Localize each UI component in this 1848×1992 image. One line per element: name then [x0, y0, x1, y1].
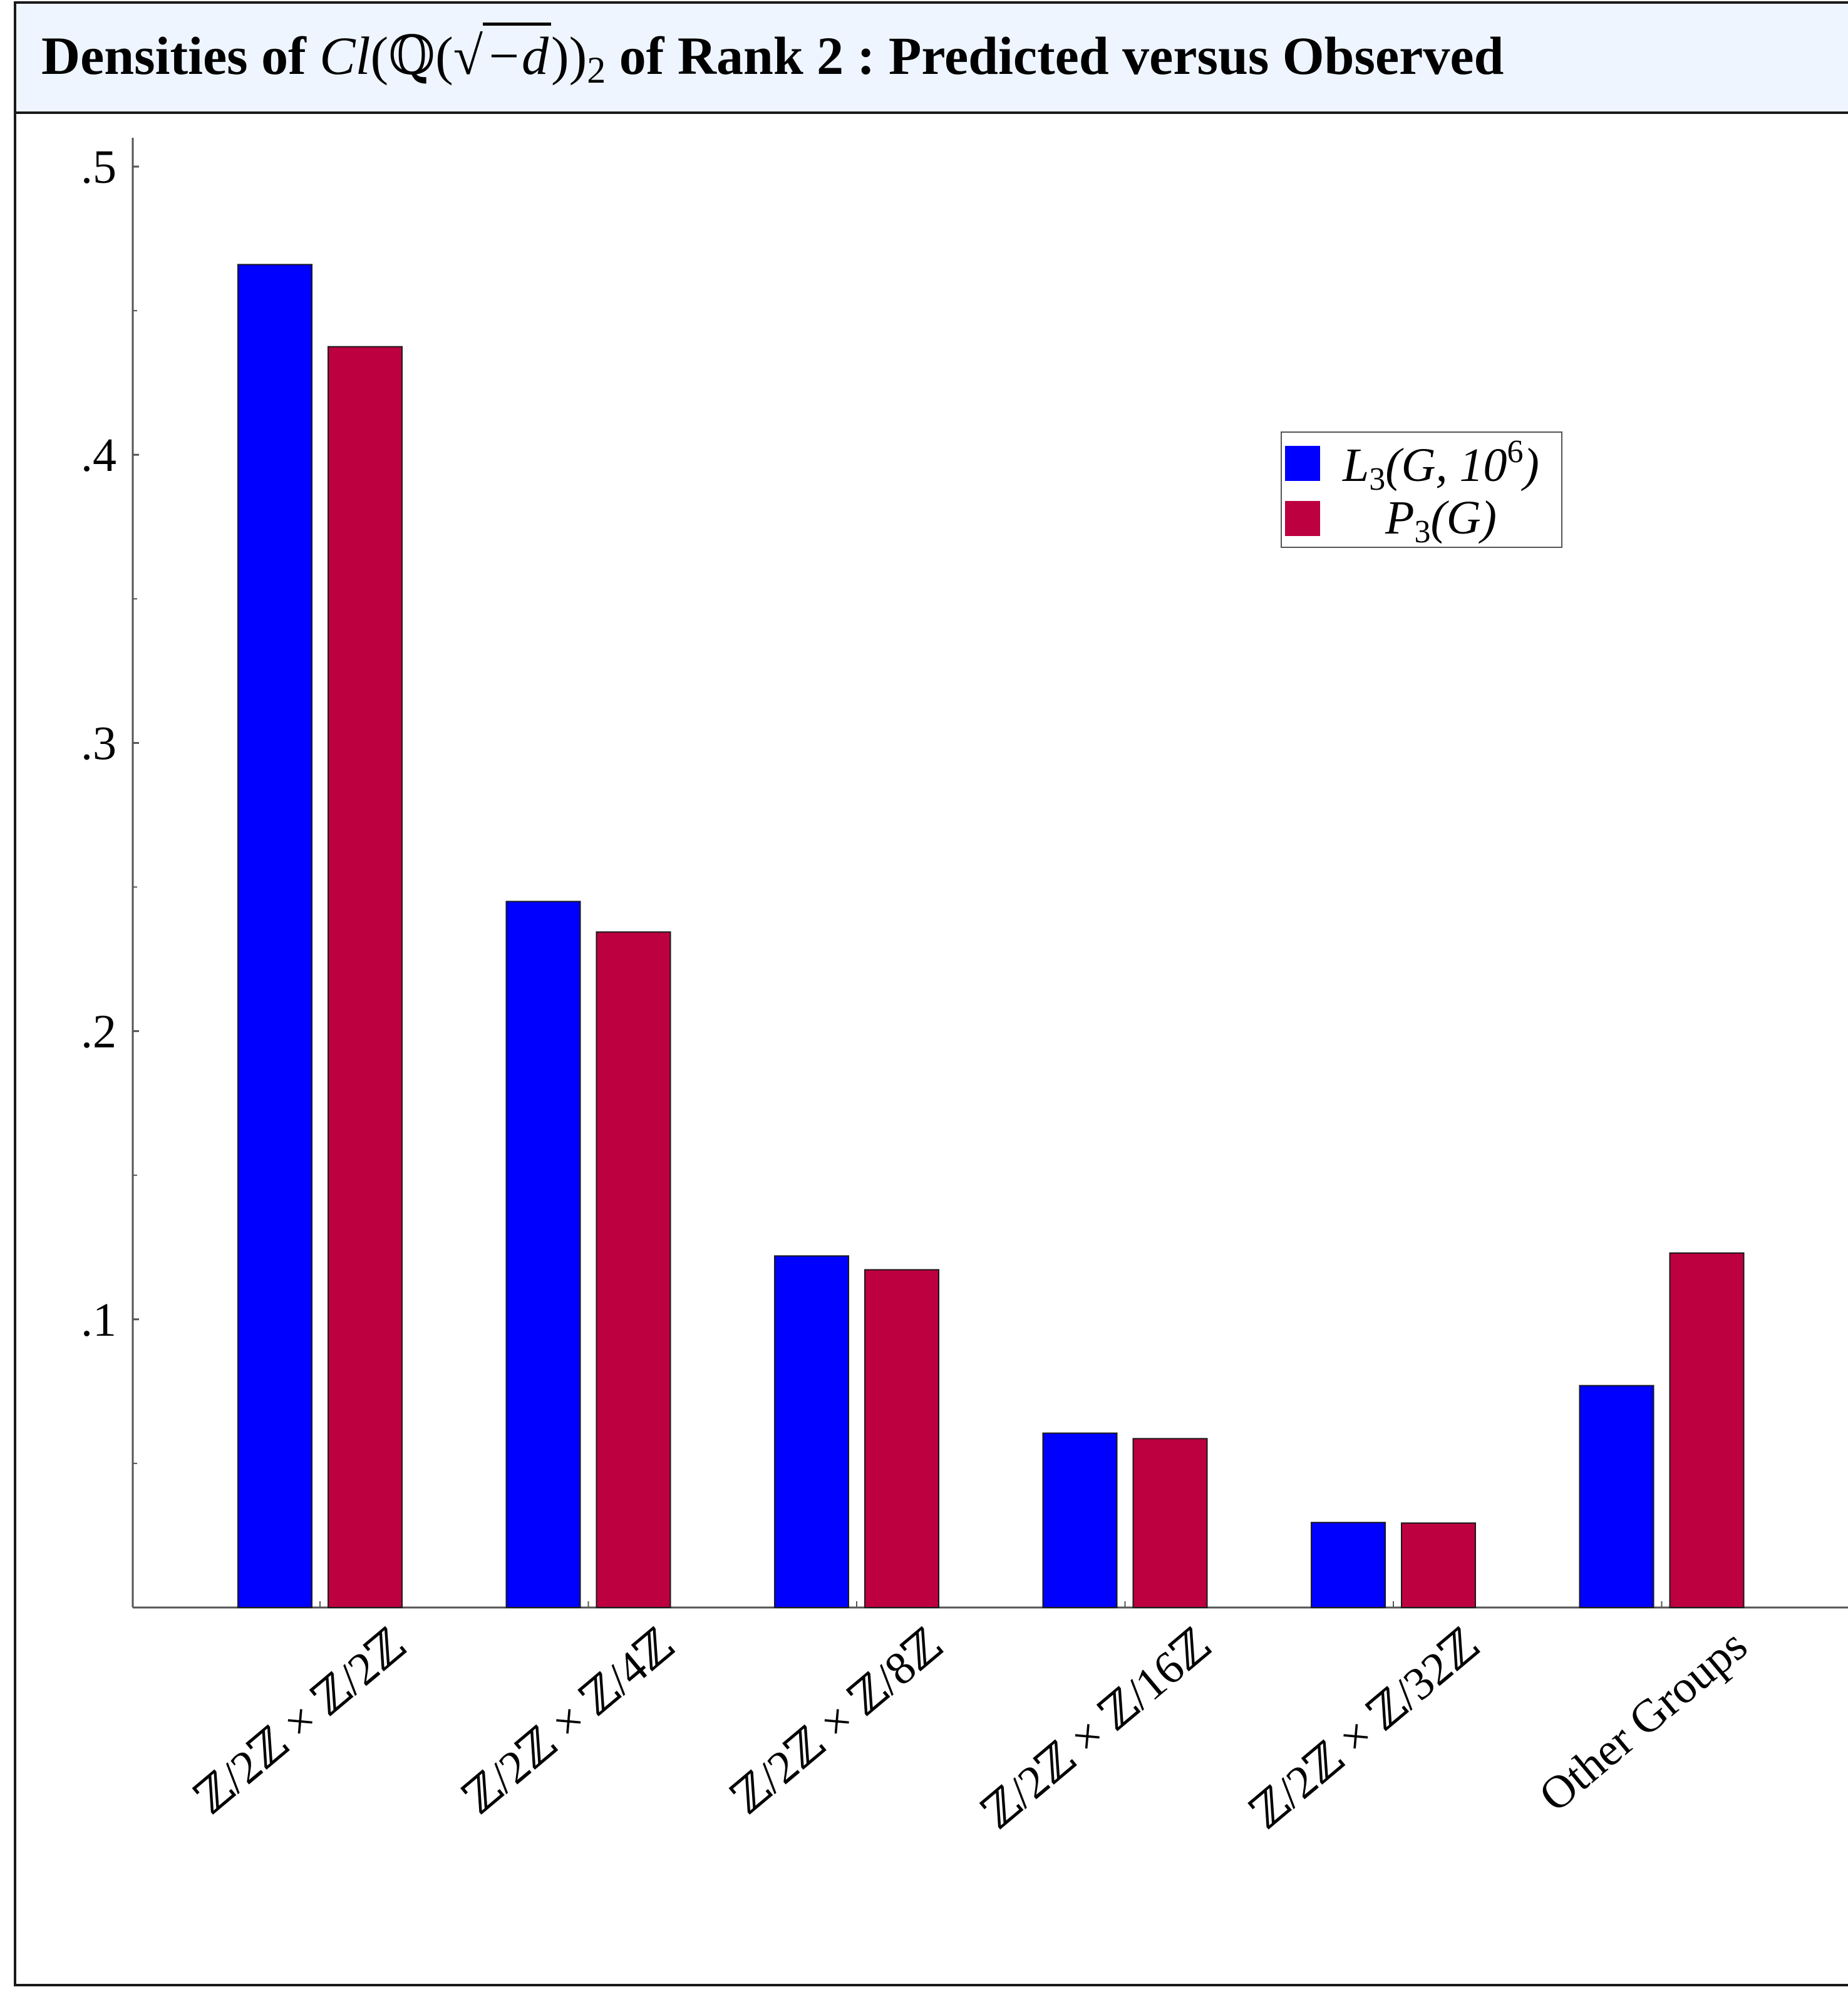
- title-prefix: Densities of: [41, 26, 320, 86]
- axes: [132, 138, 1848, 1609]
- y-tick-label: .2: [81, 1006, 116, 1058]
- x-category-label: ℤ/2ℤ × ℤ/8ℤ: [722, 1619, 952, 1824]
- title-suffix: of Rank 2 : Predicted versus Observed: [606, 26, 1504, 86]
- bar-observed: [1042, 1432, 1118, 1608]
- y-tick-labels: .1 .2 .3 .4 .5: [81, 141, 116, 1346]
- bar-observed: [774, 1255, 849, 1608]
- x-category-label: ℤ/2ℤ × ℤ/32ℤ: [1241, 1619, 1489, 1839]
- title-subscript: 2: [587, 49, 606, 91]
- legend-swatch-predicted: [1285, 501, 1320, 536]
- bar-observed: [505, 901, 581, 1608]
- bar-observed: [1311, 1522, 1386, 1609]
- title-sqrt-body: −d: [485, 26, 549, 86]
- chart-frame: Densities of Cl(ℚ(√−d))2 of Rank 2 : Pre…: [14, 1, 1848, 1986]
- x-category-label: ℤ/2ℤ × ℤ/16ℤ: [973, 1619, 1220, 1839]
- legend-label-observed: L3(G, 106): [1342, 434, 1539, 497]
- bars: [237, 264, 1745, 1609]
- y-tick-label: .4: [81, 429, 116, 482]
- legend-label-predicted: P3(G): [1385, 492, 1497, 550]
- bar-predicted: [1132, 1438, 1208, 1609]
- bar-predicted: [596, 931, 671, 1608]
- bar-observed: [1579, 1385, 1654, 1608]
- bar-predicted: [1669, 1252, 1745, 1609]
- y-tick-label: .3: [81, 717, 116, 770]
- x-category-label: Other Groups: [1530, 1619, 1757, 1822]
- x-category-label: ℤ/2ℤ × ℤ/4ℤ: [454, 1619, 684, 1824]
- bar-predicted: [328, 346, 403, 1608]
- title-bar: Densities of Cl(ℚ(√−d))2 of Rank 2 : Pre…: [16, 4, 1848, 114]
- title-field-open: (ℚ(: [370, 26, 453, 86]
- legend-swatch-observed: [1285, 446, 1320, 481]
- y-tick-label: .1: [81, 1294, 116, 1346]
- y-tick-label: .5: [81, 141, 116, 194]
- x-category-labels: ℤ/2ℤ × ℤ/2ℤ ℤ/2ℤ × ℤ/4ℤ ℤ/2ℤ × ℤ/8ℤ ℤ/2ℤ × …: [185, 1619, 1757, 1839]
- legend-box: [1281, 431, 1562, 548]
- bar-predicted: [1401, 1522, 1476, 1609]
- bar-observed: [237, 264, 312, 1608]
- legend: L3(G, 106) P3(G): [1281, 431, 1562, 550]
- title-field-close: )): [551, 26, 587, 86]
- title-cl: Cl: [319, 26, 371, 86]
- bar-predicted: [864, 1269, 939, 1608]
- x-category-label: ℤ/2ℤ × ℤ/2ℤ: [185, 1619, 415, 1824]
- chart-title: Densities of Cl(ℚ(√−d))2 of Rank 2 : Pre…: [41, 21, 1504, 105]
